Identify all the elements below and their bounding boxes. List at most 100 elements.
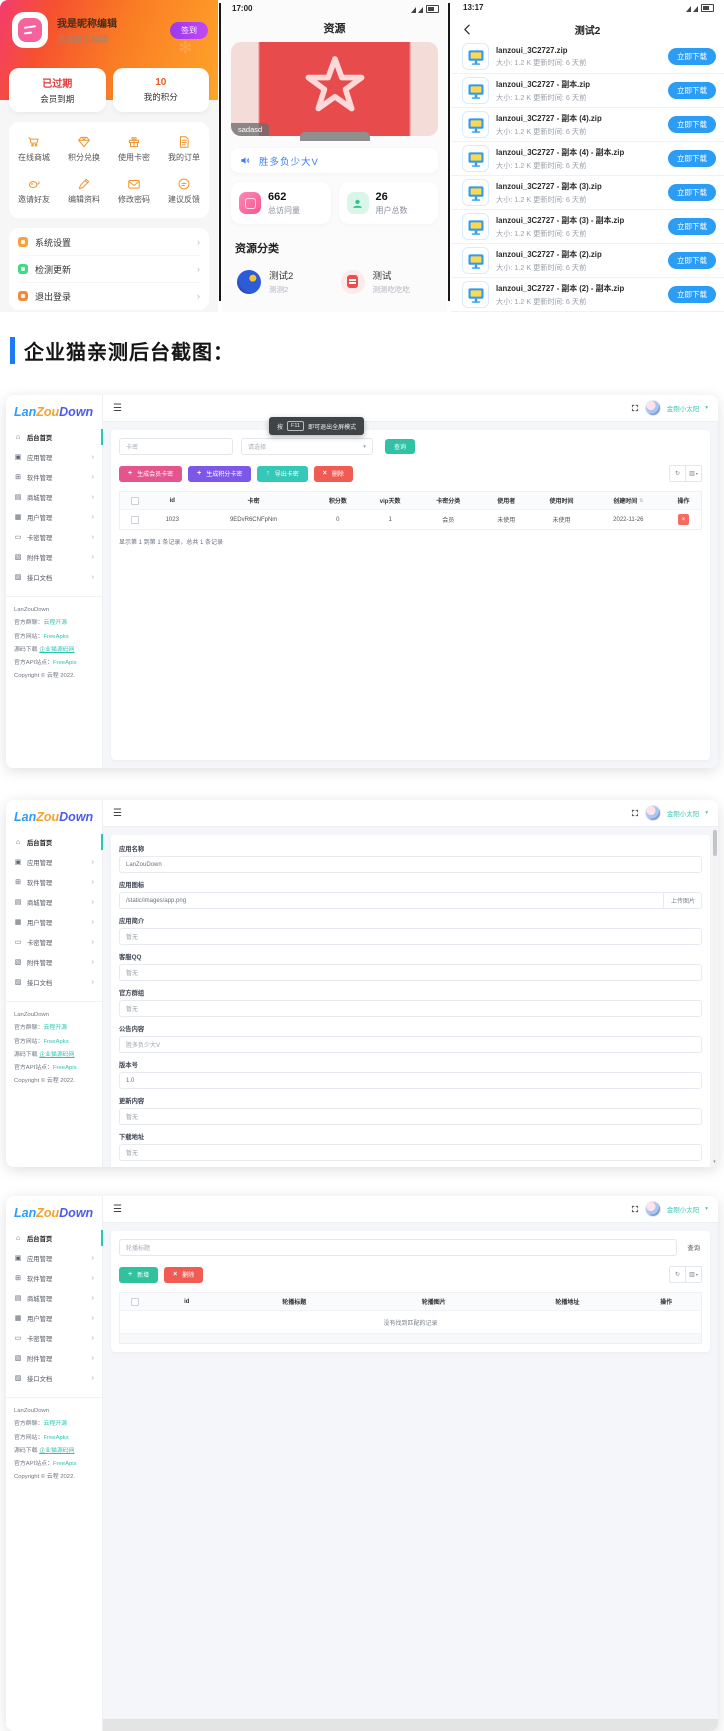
sidebar-item-home[interactable]: ⌂ 后台首页 xyxy=(6,1228,103,1248)
sidebar-item-attachment[interactable]: ▧ 附件管理 › xyxy=(14,958,94,967)
upload-image-button[interactable]: 上传图片 xyxy=(662,893,695,908)
sidebar-item-mall[interactable]: ▤ 商城管理 › xyxy=(14,1294,94,1303)
sidebar-item-app[interactable]: ▣ 应用管理 › xyxy=(14,453,94,462)
generate-member-kami-button[interactable]: + 生成会员卡密 xyxy=(119,465,183,482)
link-official-site[interactable]: FreeApks xyxy=(43,633,69,640)
fullscreen-icon[interactable] xyxy=(631,1205,639,1213)
avatar[interactable] xyxy=(12,12,48,48)
fullscreen-icon[interactable] xyxy=(631,809,639,817)
sidebar-item-attachment[interactable]: ▧ 附件管理 › xyxy=(14,1354,94,1363)
query-button[interactable]: 查询 xyxy=(687,1245,700,1252)
link-source-download[interactable]: 企业猫源码网 xyxy=(39,646,75,653)
update-content-input[interactable]: 暂无 xyxy=(119,1108,702,1125)
grid-item-orders[interactable]: 我的订单 xyxy=(168,135,200,163)
download-button[interactable]: 立即下载 xyxy=(668,150,716,167)
generate-points-kami-button[interactable]: + 生成积分卡密 xyxy=(188,465,252,482)
columns-button[interactable]: ▥ ▾ xyxy=(686,1266,702,1283)
delete-button[interactable]: × 删除 xyxy=(313,465,353,482)
download-button[interactable]: 立即下载 xyxy=(668,116,716,133)
sidebar-item-mall[interactable]: ▤ 商城管理 › xyxy=(14,898,94,907)
announcement-input[interactable]: 胜多负少大V xyxy=(119,1036,702,1053)
link-qq-group[interactable]: 云程开源 xyxy=(43,620,68,627)
avatar[interactable] xyxy=(644,805,661,821)
sidebar-item-attachment[interactable]: ▧ 附件管理 › xyxy=(14,553,94,562)
sidebar-item-software[interactable]: ⊞ 软件管理 › xyxy=(15,878,94,887)
menu-item-logout[interactable]: 退出登录 › xyxy=(18,283,200,309)
grid-item-mall[interactable]: 在线商城 xyxy=(18,135,50,163)
refresh-button[interactable]: ↻ xyxy=(669,465,686,482)
banner-title-search-input[interactable]: 轮播标题 xyxy=(119,1239,678,1256)
username[interactable]: 金剛小太阳 xyxy=(666,811,700,818)
row-delete-button[interactable]: × xyxy=(677,514,689,525)
sidebar-item-kami[interactable]: ▭ 卡密管理 › xyxy=(14,1334,94,1343)
export-kami-button[interactable]: ↑ 导出卡密 xyxy=(257,465,308,482)
sidebar-item-mall[interactable]: ▤ 商城管理 › xyxy=(14,493,94,502)
sidebar-item-kami[interactable]: ▭ 卡密管理 › xyxy=(14,533,94,542)
fullscreen-icon[interactable] xyxy=(631,404,639,412)
link-api-site[interactable]: FreeApis xyxy=(52,660,77,667)
download-button[interactable]: 立即下载 xyxy=(668,218,716,235)
sidebar-item-home[interactable]: ⌂ 后台首页 xyxy=(6,427,103,447)
grid-item-change-password[interactable]: 修改密码 xyxy=(118,177,150,205)
file-row[interactable]: lanzoui_3C2727 - 副本 (4).zip 大小: 1.2 K 更新时… xyxy=(451,108,724,142)
add-button[interactable]: + 新增 xyxy=(119,1266,159,1283)
app-intro-input[interactable]: 暂无 xyxy=(119,928,702,945)
back-icon[interactable] xyxy=(461,23,474,36)
download-button[interactable]: 立即下载 xyxy=(668,286,716,303)
sidebar-item-api-docs[interactable]: ▨ 接口文档 › xyxy=(14,1374,94,1383)
link-source-download[interactable]: 企业猫源码网 xyxy=(39,1447,75,1454)
version-input[interactable]: 1.0 xyxy=(119,1072,702,1089)
banner-carousel[interactable]: sadasd xyxy=(231,42,438,141)
file-row[interactable]: lanzoui_3C2727 - 副本 (2) - 副本.zip 大小: 1.2 … xyxy=(451,278,724,312)
sidebar-item-kami[interactable]: ▭ 卡密管理 › xyxy=(14,938,94,947)
hamburger-menu-icon[interactable]: ☰ xyxy=(113,402,122,414)
notice-bar[interactable]: 胜多负少大V xyxy=(231,148,438,173)
download-button[interactable]: 立即下载 xyxy=(668,252,716,269)
file-row[interactable]: lanzoui_3C2727 - 副本 (2).zip 大小: 1.2 K 更新时… xyxy=(451,244,724,278)
category-select[interactable]: 请选择 ▾ xyxy=(241,438,373,455)
scrollbar-arrow-icon[interactable]: ▾ xyxy=(713,1159,716,1165)
link-official-site[interactable]: FreeApks xyxy=(43,1038,69,1045)
sidebar-item-user[interactable]: ▦ 用户管理 › xyxy=(14,513,94,522)
hamburger-menu-icon[interactable]: ☰ xyxy=(113,1203,122,1215)
menu-item-check-update[interactable]: 检测更新 › xyxy=(18,256,200,283)
link-qq-group[interactable]: 云程开源 xyxy=(43,1025,68,1032)
file-row[interactable]: lanzoui_3C2727 - 副本.zip 大小: 1.2 K 更新时间: 6… xyxy=(451,74,724,108)
file-row[interactable]: lanzoui_3C2727 - 副本 (3) - 副本.zip 大小: 1.2 … xyxy=(451,210,724,244)
menu-item-settings[interactable]: 系统设置 › xyxy=(18,229,200,256)
file-row[interactable]: lanzoui_3C2727 - 副本 (4) - 副本.zip 大小: 1.2 … xyxy=(451,142,724,176)
username[interactable]: 金剛小太阳 xyxy=(666,1207,700,1214)
hamburger-menu-icon[interactable]: ☰ xyxy=(113,807,122,819)
query-button[interactable]: 查询 xyxy=(385,439,416,454)
grid-item-points-exchange[interactable]: 积分兑换 xyxy=(68,135,100,163)
grid-item-use-card[interactable]: 使用卡密 xyxy=(118,135,150,163)
sidebar-item-software[interactable]: ⊞ 软件管理 › xyxy=(15,1274,94,1283)
sidebar-item-api-docs[interactable]: ▨ 接口文档 › xyxy=(14,573,94,582)
category-item[interactable]: 测试2 测测2 xyxy=(231,262,335,301)
grid-item-feedback[interactable]: 建议反馈 xyxy=(168,177,200,205)
sidebar-item-home[interactable]: ⌂ 后台首页 xyxy=(6,832,103,852)
category-item[interactable]: 测试 测测吃吃吃 xyxy=(335,262,439,301)
scrollbar[interactable]: ▾ xyxy=(712,828,717,1165)
link-api-site[interactable]: FreeApis xyxy=(52,1461,77,1468)
link-source-download[interactable]: 企业猫源码网 xyxy=(39,1051,75,1058)
sidebar-item-api-docs[interactable]: ▨ 接口文档 › xyxy=(14,978,94,987)
link-qq-group[interactable]: 云程开源 xyxy=(43,1421,68,1428)
link-api-site[interactable]: FreeApis xyxy=(52,1065,77,1072)
sidebar-item-user[interactable]: ▦ 用户管理 › xyxy=(14,918,94,927)
avatar[interactable] xyxy=(644,400,661,416)
refresh-button[interactable]: ↻ xyxy=(669,1266,686,1283)
grid-item-invite[interactable]: 邀请好友 xyxy=(18,177,50,205)
sidebar-item-software[interactable]: ⊞ 软件管理 › xyxy=(15,473,94,482)
sidebar-item-user[interactable]: ▦ 用户管理 › xyxy=(14,1314,94,1323)
link-official-site[interactable]: FreeApks xyxy=(43,1434,69,1441)
select-all-checkbox[interactable] xyxy=(130,496,139,505)
select-all-checkbox[interactable] xyxy=(130,1297,139,1306)
avatar[interactable] xyxy=(644,1201,661,1217)
download-button[interactable]: 立即下载 xyxy=(668,184,716,201)
file-row[interactable]: lanzoui_3C2727 - 副本 (3).zip 大小: 1.2 K 更新时… xyxy=(451,176,724,210)
app-name-input[interactable]: LanZouDown xyxy=(119,856,702,873)
checkin-button[interactable]: 签到 xyxy=(170,21,208,39)
col-created[interactable]: 创建时间 ⇅ xyxy=(613,497,644,506)
service-qq-input[interactable]: 暂无 xyxy=(119,964,702,981)
